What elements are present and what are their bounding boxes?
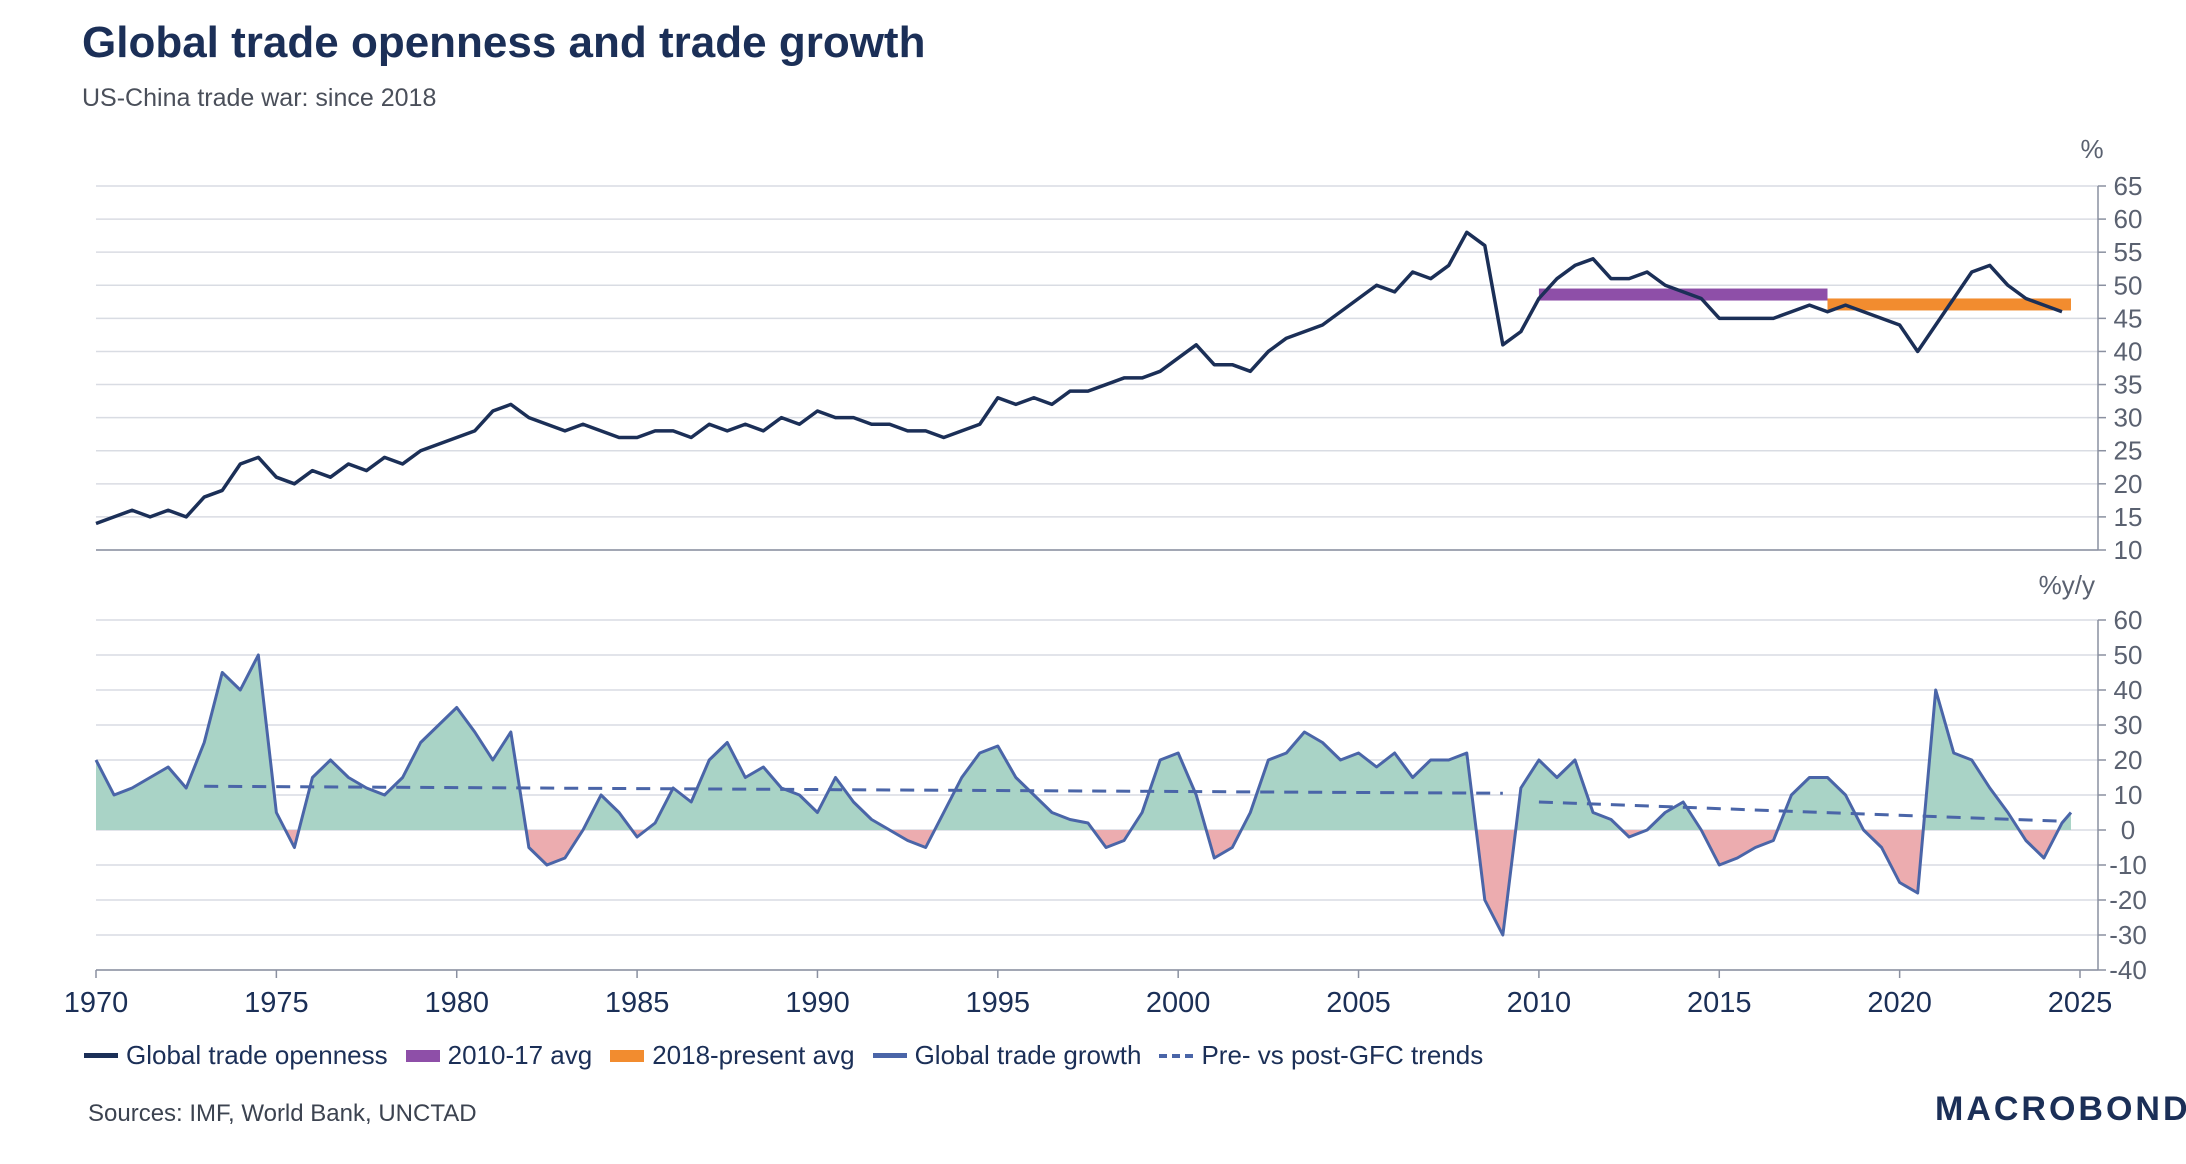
xtick-label: 2015 [1687, 987, 1752, 1019]
legend-swatch-avg-2018-present [610, 1049, 645, 1062]
bottom-ytick-label: 60 [2114, 605, 2143, 635]
top-ytick-label: 40 [2114, 336, 2143, 366]
legend-item-growth: Global trade growth [872, 1040, 1142, 1071]
legend-swatch-trends [1159, 1053, 1194, 1058]
top-ytick-label: 15 [2114, 502, 2143, 532]
growth-negative-area [96, 830, 2071, 935]
bottom-ytick-label: -30 [2109, 920, 2147, 950]
bottom-ytick-label: 50 [2114, 640, 2143, 670]
xtick-label: 2025 [2048, 987, 2113, 1019]
top-ytick-label: 20 [2114, 469, 2143, 499]
top-ytick-label: 60 [2114, 204, 2143, 234]
top-ytick-label: 35 [2114, 370, 2143, 400]
top-ytick-label: 10 [2114, 535, 2143, 565]
bottom-ytick-label: -40 [2109, 955, 2147, 985]
legend-swatch-openness [84, 1053, 118, 1058]
trade-chart: 101520253035404550556065%-40-30-20-10010… [64, 134, 2147, 1019]
bottom-ytick-label: -10 [2109, 850, 2147, 880]
bottom-ytick-label: 10 [2114, 780, 2143, 810]
xtick-label: 1970 [64, 987, 129, 1019]
legend-label-trends: Pre- vs post-GFC trends [1201, 1040, 1484, 1070]
xtick-label: 1985 [605, 987, 670, 1019]
bottom-ytick-label: -20 [2109, 885, 2147, 915]
legend-swatch-growth [872, 1053, 907, 1058]
top-ytick-label: 25 [2114, 436, 2143, 466]
xtick-label: 1995 [966, 987, 1031, 1019]
legend-label-avg-2010-17: 2010-17 avg [447, 1040, 593, 1070]
sources-note: Sources: IMF, World Bank, UNCTAD [88, 1100, 477, 1127]
legend-item-avg-2010-17: 2010-17 avg [405, 1040, 593, 1071]
growth-line [94, 653, 2073, 937]
xtick-label: 1990 [785, 987, 850, 1019]
legend-label-openness: Global trade openness [126, 1040, 388, 1070]
xtick-label: 2005 [1326, 987, 1391, 1019]
legend-label-growth: Global trade growth [914, 1040, 1142, 1070]
bottom-ytick-label: 40 [2114, 675, 2143, 705]
top-ytick-label: 30 [2114, 403, 2143, 433]
bottom-ytick-label: 20 [2114, 745, 2143, 775]
page-title: Global trade openness and trade growth [82, 18, 926, 67]
top-ytick-label: 55 [2114, 237, 2143, 267]
xtick-label: 2020 [1867, 987, 1932, 1019]
page-subtitle: US-China trade war: since 2018 [82, 84, 437, 112]
xtick-label: 2000 [1146, 987, 1211, 1019]
chart-legend: Global trade openness 2010-17 avg 2018-p… [84, 1040, 1501, 1071]
legend-swatch-avg-2010-17 [405, 1049, 440, 1062]
legend-item-avg-2018-present: 2018-present avg [610, 1040, 855, 1071]
growth-area-fill [96, 655, 2071, 935]
top-ytick-label: 50 [2114, 270, 2143, 300]
top-yaxis-unit: % [2080, 134, 2103, 164]
xtick-label: 2010 [1507, 987, 1572, 1019]
openness-grid [96, 185, 2098, 551]
bottom-ytick-label: 0 [2121, 815, 2135, 845]
top-ytick-label: 65 [2114, 171, 2143, 201]
pre-gfc-trend-line [204, 784, 1503, 795]
legend-item-trends: Pre- vs post-GFC trends [1159, 1040, 1483, 1071]
legend-item-openness: Global trade openness [84, 1040, 388, 1071]
macrobond-logo: MACROBOND [1935, 1090, 2186, 1128]
openness-line [95, 230, 2063, 526]
post-gfc-trend-line [1538, 800, 2063, 823]
avg-2010-17-bar [1538, 288, 1828, 301]
bottom-ytick-label: 30 [2114, 710, 2143, 740]
chart-marks [94, 230, 2073, 937]
xtick-label: 1975 [244, 987, 309, 1019]
xtick-label: 1980 [424, 987, 489, 1019]
bottom-yaxis-unit: %y/y [2039, 570, 2095, 600]
top-ytick-label: 45 [2114, 303, 2143, 333]
legend-label-avg-2018-present: 2018-present avg [652, 1040, 855, 1070]
growth-positive-area [96, 655, 2071, 830]
chart-axes: 101520253035404550556065%-40-30-20-10010… [64, 134, 2147, 1019]
